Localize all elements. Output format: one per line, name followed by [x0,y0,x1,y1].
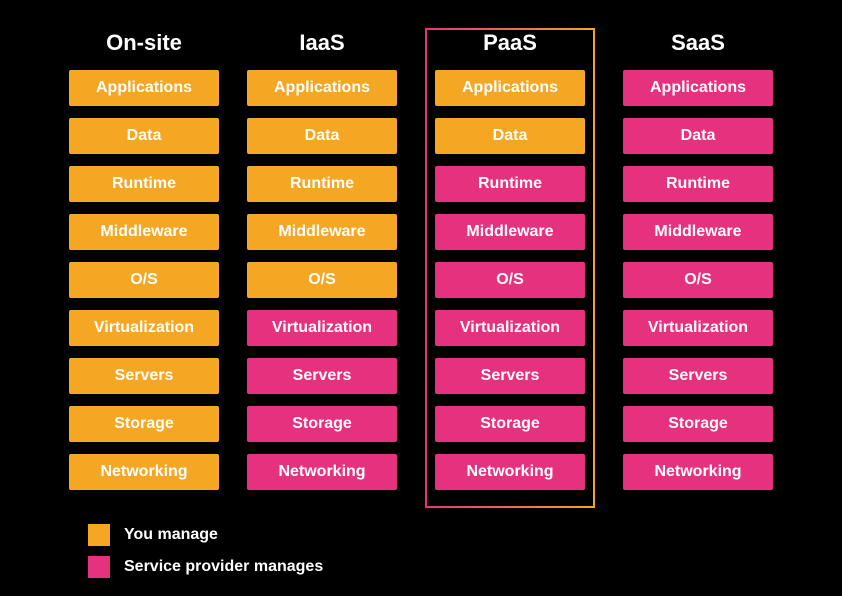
layer-cell: Runtime [69,166,219,202]
column-title: SaaS [671,30,725,56]
layer-cell: Servers [623,358,773,394]
service-model-column: PaaS Applications Data Runtime Middleware O/S… [435,30,585,502]
layer-cell: O/S [435,262,585,298]
layer-cell: Networking [435,454,585,490]
legend-swatch [88,524,110,546]
layer-cell: Virtualization [435,310,585,346]
layer-cell: Virtualization [69,310,219,346]
layer-cell: Applications [623,70,773,106]
layer-cell: Data [69,118,219,154]
column-title: IaaS [299,30,344,56]
layer-cell: Runtime [623,166,773,202]
layer-cell: O/S [69,262,219,298]
layer-cell: Servers [247,358,397,394]
layer-cell: O/S [247,262,397,298]
layer-cell: Networking [623,454,773,490]
service-model-columns: On-site Applications Data Runtime Middleware… [80,30,762,508]
layer-cell: Applications [247,70,397,106]
layer-cell: Networking [69,454,219,490]
column-title: On-site [106,30,182,56]
layer-cell: Data [247,118,397,154]
layer-cell: Networking [247,454,397,490]
service-model-column: On-site Applications Data Runtime Middleware… [69,30,219,508]
layer-cell: Middleware [435,214,585,250]
layer-cell: Virtualization [247,310,397,346]
layer-cell: Data [435,118,585,154]
layer-cell: Applications [435,70,585,106]
layer-cell: Runtime [247,166,397,202]
layer-cell: Storage [623,406,773,442]
legend-item: Service provider manages [88,556,762,578]
layer-cell: Middleware [69,214,219,250]
layer-cell: Applications [69,70,219,106]
layer-cell: Servers [435,358,585,394]
legend-label: You manage [124,526,218,544]
layer-cell: Storage [69,406,219,442]
layer-cell: Virtualization [623,310,773,346]
layer-cell: Storage [435,406,585,442]
layer-cell: O/S [623,262,773,298]
layer-cell: Storage [247,406,397,442]
legend-swatch [88,556,110,578]
layer-cell: Runtime [435,166,585,202]
layer-cell: Middleware [247,214,397,250]
legend-item: You manage [88,524,762,546]
layer-cell: Middleware [623,214,773,250]
layer-cell: Data [623,118,773,154]
legend: You manage Service provider manages [88,524,762,578]
column-title: PaaS [483,30,537,56]
legend-label: Service provider manages [124,558,323,576]
highlighted-column-frame: PaaS Applications Data Runtime Middleware O/S… [425,28,595,508]
layer-cell: Servers [69,358,219,394]
service-model-column: SaaS Applications Data Runtime Middleware O/S… [623,30,773,508]
service-model-column: IaaS Applications Data Runtime Middleware O/S… [247,30,397,508]
